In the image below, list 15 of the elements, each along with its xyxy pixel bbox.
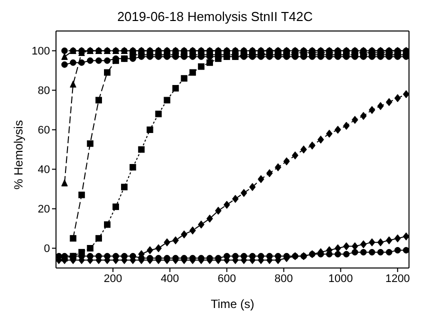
x-tick-label: 200 <box>104 272 122 285</box>
x-tick-label: 600 <box>218 272 236 285</box>
x-axis-title: Time (s) <box>210 297 254 311</box>
x-tick-label: 400 <box>160 272 180 285</box>
y-tick-label: 60 <box>38 124 50 137</box>
y-tick-label: 20 <box>38 204 50 216</box>
x-tick-label: 800 <box>274 272 293 285</box>
y-tick-label: 80 <box>38 85 50 98</box>
chart-title: 2019-06-18 Hemolysis StnII T42C <box>116 8 314 26</box>
y-tick-label: 40 <box>38 164 50 176</box>
y-axis-title: % Hemolysis <box>11 120 26 190</box>
x-tick-label: 1200 <box>385 272 410 285</box>
y-tick-label: 100 <box>32 46 50 58</box>
x-tick-label: 1000 <box>328 272 353 285</box>
y-tick-label: 0 <box>44 243 50 256</box>
